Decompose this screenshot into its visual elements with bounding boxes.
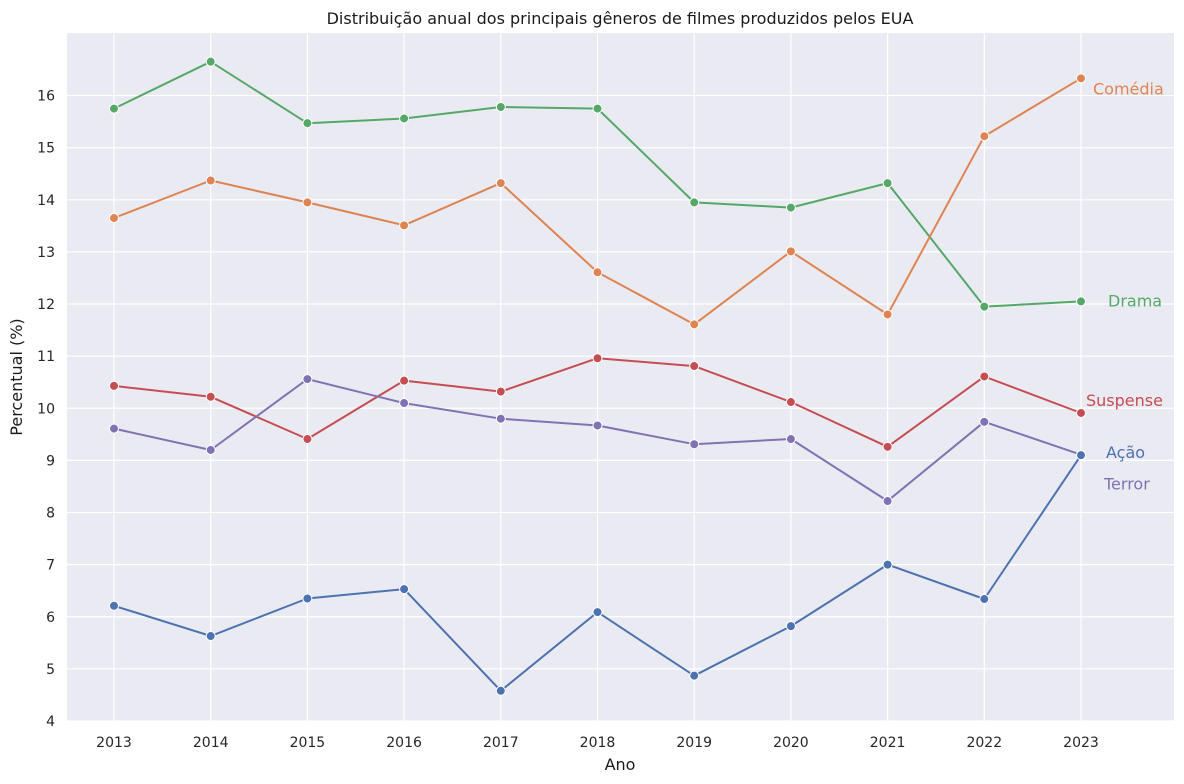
data-point xyxy=(495,102,506,113)
data-point xyxy=(592,420,603,431)
x-axis-label: Ano xyxy=(605,755,636,774)
x-tick-labels: 2013 2014 2015 2016 2017 2018 2019 2020 2021 2022… xyxy=(96,735,1099,751)
x-tick-label: 2020 xyxy=(773,735,809,751)
series-drama xyxy=(109,56,1086,312)
data-point xyxy=(785,434,796,445)
x-tick-label: 2013 xyxy=(96,735,132,751)
data-point xyxy=(109,213,119,224)
y-tick-label: 8 xyxy=(46,506,55,522)
x-tick-label: 2016 xyxy=(386,735,422,751)
data-point xyxy=(302,434,313,445)
data-point xyxy=(399,375,410,386)
x-tick-label: 2015 xyxy=(290,735,326,751)
data-point xyxy=(495,413,506,424)
data-point xyxy=(1076,296,1086,307)
series-label: Ação xyxy=(1106,443,1145,462)
data-point xyxy=(882,496,893,507)
data-point xyxy=(399,584,410,595)
y-tick-label: 5 xyxy=(46,662,55,678)
x-tick-label: 2014 xyxy=(193,735,229,751)
y-tick-label: 12 xyxy=(37,297,55,313)
data-point xyxy=(979,301,990,312)
data-point xyxy=(205,631,216,642)
series-label: Comédia xyxy=(1093,79,1164,98)
x-tick-label: 2017 xyxy=(483,735,519,751)
series-labels: Drama Comédia Suspense Terror Ação xyxy=(1086,79,1164,493)
x-tick-label: 2018 xyxy=(580,735,616,751)
y-tick-label: 7 xyxy=(46,558,55,574)
data-point xyxy=(979,594,990,605)
data-point xyxy=(785,621,796,632)
series-suspense xyxy=(109,353,1086,452)
y-tick-label: 15 xyxy=(37,141,55,157)
y-axis-label: Percentual (%) xyxy=(7,318,26,435)
data-point xyxy=(689,361,700,372)
data-point xyxy=(1076,73,1086,84)
series-acao xyxy=(109,450,1086,696)
plot-background xyxy=(67,33,1174,721)
data-point xyxy=(399,113,410,124)
data-point xyxy=(1076,450,1086,461)
data-point xyxy=(302,118,313,129)
series-label: Drama xyxy=(1108,291,1162,310)
data-point xyxy=(592,607,603,618)
y-tick-label: 14 xyxy=(37,193,55,209)
data-point xyxy=(302,593,313,604)
data-point xyxy=(689,670,700,681)
series-terror xyxy=(109,374,1086,507)
y-tick-labels: 4 5 6 7 8 9 10 11 12 13 14 15 16 xyxy=(37,89,55,730)
data-point xyxy=(689,197,700,208)
data-point xyxy=(109,103,119,114)
data-point xyxy=(109,600,119,611)
data-point xyxy=(109,380,119,391)
data-point xyxy=(785,202,796,213)
data-point xyxy=(399,220,410,231)
data-point xyxy=(882,559,893,570)
data-point xyxy=(205,175,216,186)
data-point xyxy=(1076,407,1086,418)
y-tick-label: 9 xyxy=(46,453,55,469)
x-tick-label: 2023 xyxy=(1063,735,1099,751)
y-tick-label: 6 xyxy=(46,610,55,626)
x-tick-label: 2022 xyxy=(966,735,1002,751)
data-point xyxy=(592,103,603,114)
data-point xyxy=(785,397,796,408)
x-tick-label: 2019 xyxy=(676,735,712,751)
data-point xyxy=(882,309,893,320)
chart-title: Distribuição anual dos principais gênero… xyxy=(327,9,914,28)
data-point xyxy=(882,441,893,452)
series-label: Suspense xyxy=(1086,391,1163,410)
data-point xyxy=(979,371,990,382)
data-point xyxy=(399,398,410,409)
y-tick-label: 10 xyxy=(37,401,55,417)
data-point xyxy=(205,444,216,455)
x-tick-label: 2021 xyxy=(870,735,906,751)
data-point xyxy=(205,56,216,67)
data-point xyxy=(689,439,700,450)
data-point xyxy=(979,131,990,142)
series-comedia xyxy=(109,73,1086,330)
y-tick-label: 11 xyxy=(37,349,55,365)
data-point xyxy=(495,685,506,696)
data-point xyxy=(689,319,700,330)
data-point xyxy=(495,386,506,397)
series-layer xyxy=(109,56,1086,696)
data-point xyxy=(205,391,216,402)
data-point xyxy=(302,374,313,385)
data-point xyxy=(109,423,119,434)
data-point xyxy=(592,267,603,278)
data-point xyxy=(979,416,990,427)
data-point xyxy=(882,178,893,189)
y-tick-label: 4 xyxy=(46,714,55,730)
data-point xyxy=(302,197,313,208)
data-point xyxy=(592,353,603,364)
data-point xyxy=(785,246,796,257)
y-tick-label: 16 xyxy=(37,89,55,105)
series-label: Terror xyxy=(1103,475,1150,494)
data-point xyxy=(495,178,506,189)
y-tick-label: 13 xyxy=(37,245,55,261)
